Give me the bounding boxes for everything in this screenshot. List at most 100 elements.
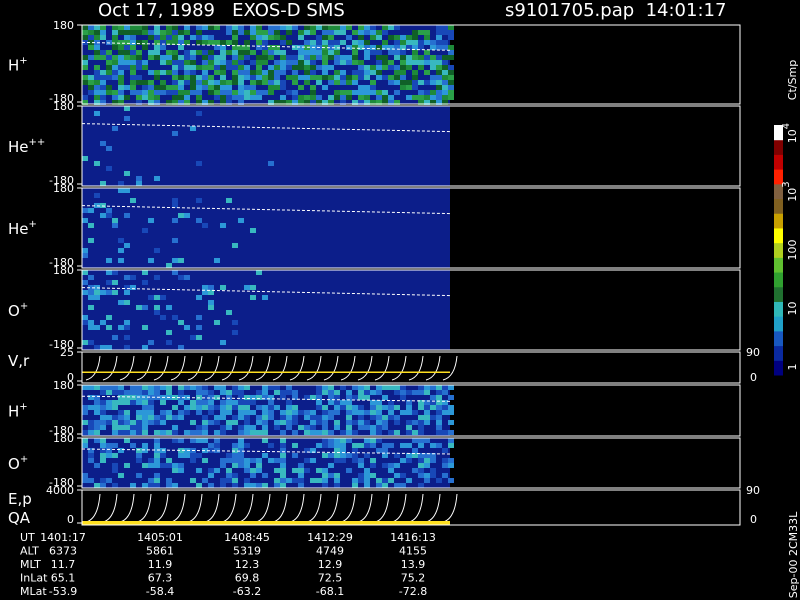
pixel [130,198,136,203]
pixel [376,60,382,65]
pixel [394,420,400,425]
pixel [418,90,424,95]
pixel [100,50,106,55]
pixel [352,50,358,55]
pixel [196,161,202,166]
pixel [280,478,286,483]
pixel [340,70,346,75]
pixel [82,25,88,30]
pixel [352,443,358,448]
pixel [352,70,358,75]
pixel [304,40,310,45]
pixel [124,395,130,400]
pixel [106,400,112,405]
pixel [148,478,154,483]
pixel [154,25,160,30]
pixel [424,40,430,45]
pixel [442,25,448,30]
pixel [208,290,214,295]
pixel [88,430,94,435]
pixel [100,70,106,75]
pixel [124,430,130,435]
pixel [400,395,406,400]
pixel [106,390,112,395]
pixel [148,35,154,40]
table-label: UT [20,531,35,544]
pixel [94,400,100,405]
colorbar-step [774,125,783,141]
pixel [376,390,382,395]
pixel [298,425,304,430]
pixel [424,95,430,100]
y-tick-label: 180 [53,432,74,445]
panel-label-sup: + [19,56,27,67]
pixel [448,45,454,50]
pixel [340,100,346,105]
pixel [370,415,376,420]
pixel [322,468,328,473]
pixel [274,385,280,390]
pixel [94,30,100,35]
pixel [148,400,154,405]
pixel [268,90,274,95]
pixel [226,405,232,410]
pixel [220,458,226,463]
pixel [118,55,124,60]
pixel [100,410,106,415]
pixel [106,315,112,320]
pixel [118,415,124,420]
pixel [376,50,382,55]
pixel [280,35,286,40]
table-value: 4749 [316,545,344,558]
pixel [370,443,376,448]
pixel [310,55,316,60]
dashed-trace [81,395,451,402]
pixel [352,80,358,85]
pixel [94,40,100,45]
pixel [148,95,154,100]
pixel [220,50,226,55]
pixel [106,478,112,483]
pixel [298,478,304,483]
pixel [214,385,220,390]
pixel [88,90,94,95]
pixel [202,223,208,228]
pixel [448,438,454,443]
pixel [226,95,232,100]
y-tick-label: -180 [49,338,74,351]
pixel [226,410,232,415]
pixel [220,60,226,65]
pixel [406,430,412,435]
pixel [436,395,442,400]
pixel [88,275,94,280]
pixel [298,30,304,35]
pixel [334,438,340,443]
pixel [166,410,172,415]
pixel [244,45,250,50]
pixel [184,385,190,390]
pixel [250,430,256,435]
pixel [418,45,424,50]
pixel [142,385,148,390]
pixel [100,95,106,100]
pixel [118,300,124,305]
pixel [262,75,268,80]
pixel [202,478,208,483]
pixel [178,415,184,420]
pixel [346,425,352,430]
pixel [394,25,400,30]
pixel [172,218,178,223]
pixel [436,80,442,85]
pixel [244,420,250,425]
y-tick-label: 180 [53,182,74,195]
pixel [154,75,160,80]
pixel [274,70,280,75]
pixel [238,430,244,435]
pixel [124,171,130,176]
pixel [124,285,130,290]
pixel [214,468,220,473]
pixel [106,55,112,60]
pixel [334,70,340,75]
pixel [220,65,226,70]
pixel [256,30,262,35]
